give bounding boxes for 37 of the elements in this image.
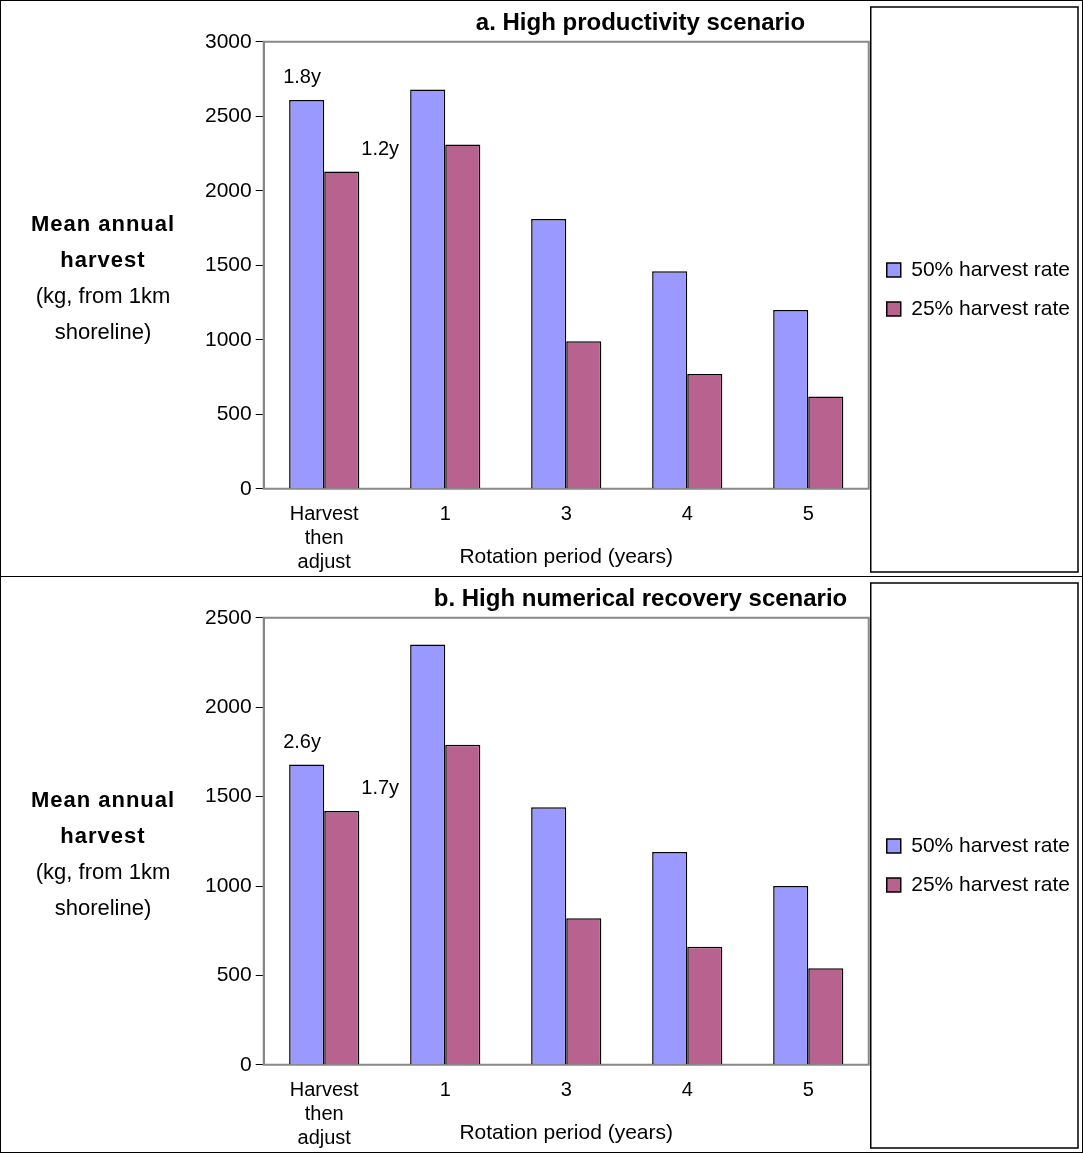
x-tick-label: 3 [560,502,572,525]
annotation: 1.7y [361,776,400,799]
annotation: 1.8y [283,65,321,88]
y-tick-label: 2500 [205,604,252,628]
x-tick-label: 4 [681,1078,693,1101]
y-tick-label: 0 [240,475,252,499]
chart-title: a. High productivity scenario [475,8,806,36]
y-axis-title: Mean annual harvest (kg, from 1km shoreline) [30,787,176,920]
x-tick-label: 1 [439,502,451,525]
annotation: 2.6y [283,729,321,752]
x-tick-label: 5 [802,1078,814,1101]
x-axis-title: Rotation period (years) [459,1120,674,1144]
x-tick-label: 5 [802,502,814,525]
x-tick-label: 3 [560,1078,572,1101]
legend-label: 25% harvest rate [911,871,1071,895]
legend-label: 25% harvest rate [911,295,1071,319]
legend-label: 50% harvest rate [911,256,1071,280]
y-tick-label: 500 [216,962,252,986]
y-tick-label: 2000 [205,694,252,717]
y-tick-label: 2500 [205,103,252,127]
legend-label: 50% harvest rate [911,832,1071,856]
y-tick-label: 1500 [205,252,252,276]
y-tick-label: 1500 [205,783,252,807]
x-axis-title: Rotation period (years) [459,544,674,568]
x-tick-label: Harvest then adjust [289,1078,360,1149]
y-tick-label: 500 [216,401,252,425]
annotation: 1.2y [361,136,400,159]
y-tick-label: 1000 [205,872,252,896]
x-tick-label: 4 [681,502,693,525]
x-tick-label: 1 [439,1078,451,1101]
y-tick-label: 1000 [205,326,252,350]
y-tick-label: 0 [240,1051,252,1075]
y-tick-label: 2000 [205,177,252,201]
y-axis-title: Mean annual harvest (kg, from 1km shoreline) [30,211,176,344]
x-tick-label: Harvest then adjust [289,502,360,573]
chart-title: b. High numerical recovery scenario [433,584,848,612]
y-tick-label: 3000 [205,28,252,52]
